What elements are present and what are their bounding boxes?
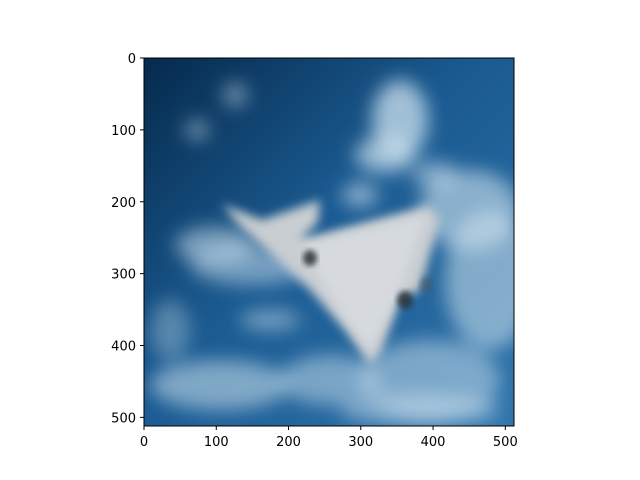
- x-tick-label: 200: [276, 435, 301, 450]
- y-tick-label: 300: [111, 268, 136, 283]
- x-tick-label: 500: [493, 435, 518, 450]
- x-tick-label: 400: [421, 435, 446, 450]
- axes-frame: [143, 57, 515, 427]
- x-axis: 0 100 200 300 400 500: [140, 426, 518, 450]
- clouds: [150, 80, 514, 426]
- x-tick-label: 300: [348, 435, 373, 450]
- y-tick-label: 500: [111, 411, 136, 426]
- y-tick-label: 400: [111, 340, 136, 355]
- x-tick-label: 0: [140, 435, 148, 450]
- y-axis: 0 100 200 300 400 500: [111, 52, 144, 426]
- image-panel: [144, 58, 514, 426]
- x-tick-label: 100: [204, 435, 229, 450]
- jet-aircraft: [222, 200, 440, 365]
- y-tick-label: 0: [128, 52, 136, 67]
- y-tick-label: 200: [111, 196, 136, 211]
- y-tick-label: 100: [111, 124, 136, 139]
